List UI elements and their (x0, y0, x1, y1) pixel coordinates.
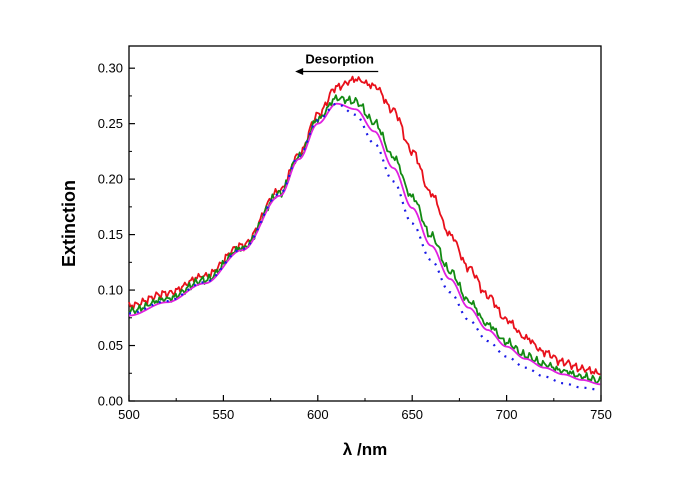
y-tick-label: 0.25 (98, 116, 123, 131)
y-tick-label: 0.05 (98, 338, 123, 353)
annotation-desorption: Desorption (305, 52, 374, 67)
y-tick-label: 0.10 (98, 283, 123, 298)
plot-frame (128, 45, 602, 402)
y-tick-label: 0.30 (98, 61, 123, 76)
axis-ticks: 500 550 600 650 700 750 0.00 0.05 0.10 0.15 0.20 0.… (98, 61, 612, 422)
series-line-2 (128, 94, 602, 384)
x-axis-title: λ /nm (343, 440, 387, 459)
annotation: Desorption (295, 52, 379, 76)
series-lines (128, 75, 602, 391)
x-tick-label: 600 (307, 407, 329, 422)
series-line-1 (128, 75, 601, 376)
y-tick-label: 0.15 (98, 227, 123, 242)
annotation-arrow-head (295, 68, 304, 76)
plot-area-border (128, 45, 602, 402)
x-tick-label: 500 (118, 407, 140, 422)
series-line-4 (128, 102, 601, 391)
y-tick-label: 0.20 (98, 172, 123, 187)
x-tick-label: 750 (590, 407, 612, 422)
y-tick-label: 0.00 (98, 394, 123, 409)
series-line-3 (128, 102, 601, 386)
x-tick-label: 700 (496, 407, 518, 422)
y-axis-title: Extinction (59, 180, 79, 267)
x-tick-label: 550 (213, 407, 235, 422)
x-tick-label: 650 (401, 407, 423, 422)
